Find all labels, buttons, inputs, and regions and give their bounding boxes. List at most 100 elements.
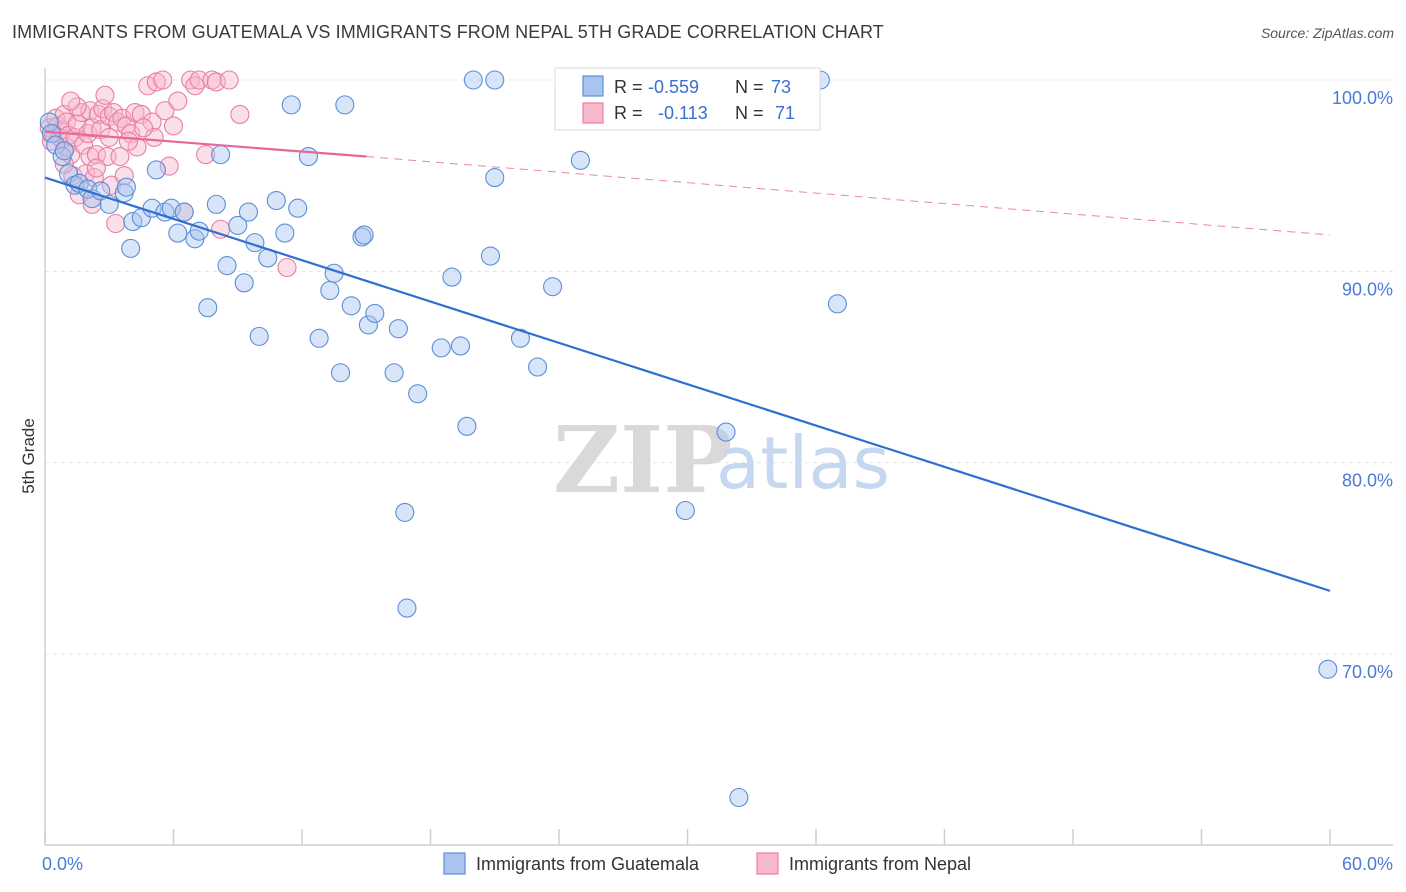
point-nepal-46	[144, 127, 164, 147]
gridlines	[45, 79, 1393, 655]
legend-n-value-guatemala: 73	[771, 77, 791, 97]
point-guatemala-62	[510, 328, 531, 348]
point-nepal-67	[133, 118, 154, 138]
series-legend-swatch-nepal	[756, 852, 779, 875]
series-guatemala	[39, 70, 1338, 808]
point-nepal-50	[159, 156, 179, 176]
point-nepal-36	[110, 146, 130, 167]
legend-swatch-guatemala	[582, 75, 604, 97]
point-guatemala-46	[354, 225, 374, 245]
point-guatemala-12	[116, 177, 136, 197]
point-nepal-65	[54, 154, 74, 174]
point-nepal-47	[146, 72, 166, 92]
point-guatemala-20	[168, 223, 188, 243]
legend-swatch-nepal	[582, 102, 604, 124]
point-nepal-14	[67, 114, 87, 134]
point-guatemala-49	[384, 363, 404, 383]
point-guatemala-53	[408, 384, 428, 404]
point-guatemala-50	[388, 319, 408, 339]
point-nepal-61	[219, 70, 239, 90]
y-tick-label-100: 100.0%	[1332, 88, 1393, 108]
point-guatemala-44	[341, 296, 361, 316]
point-guatemala-39	[309, 328, 329, 348]
point-nepal-68	[82, 194, 102, 214]
point-guatemala-60	[485, 168, 505, 188]
legend-n-label-guatemala: N =	[735, 77, 764, 97]
point-guatemala-58	[463, 70, 483, 90]
point-nepal-52	[168, 91, 188, 111]
legend-r-label-guatemala: R =	[614, 77, 643, 97]
point-guatemala-70	[827, 294, 847, 314]
point-guatemala-54	[431, 338, 451, 358]
point-nepal-21	[80, 146, 100, 167]
point-nepal-49	[155, 101, 175, 121]
point-guatemala-17	[146, 160, 166, 180]
point-guatemala-40	[320, 280, 340, 301]
point-guatemala-30	[238, 202, 259, 222]
point-nepal-63	[277, 257, 297, 278]
watermark-atlas: atlas	[716, 421, 890, 505]
point-guatemala-32	[249, 326, 269, 346]
point-guatemala-35	[275, 223, 295, 243]
point-guatemala-29	[234, 273, 254, 293]
point-guatemala-59	[480, 246, 501, 266]
point-guatemala-21	[174, 202, 194, 222]
point-guatemala-61	[485, 70, 505, 90]
series-nepal	[39, 70, 297, 278]
point-guatemala-34	[266, 190, 286, 211]
series-legend-label-guatemala: Immigrants from Guatemala	[476, 854, 700, 874]
point-nepal-28	[95, 85, 115, 105]
point-guatemala-56	[450, 336, 471, 356]
point-guatemala-24	[198, 298, 218, 318]
trend-lines	[44, 130, 1331, 592]
point-nepal-48	[153, 70, 173, 90]
point-guatemala-48	[365, 303, 385, 323]
legend-r-value-nepal: -0.113	[658, 103, 708, 123]
point-guatemala-4	[59, 164, 79, 184]
legend-r-label-nepal: R =	[614, 103, 643, 123]
point-guatemala-52	[397, 598, 417, 618]
source-label: Source: ZipAtlas.com	[1260, 25, 1394, 41]
point-guatemala-38	[298, 146, 318, 167]
point-guatemala-42	[330, 363, 351, 383]
chart-title: IMMIGRANTS FROM GUATEMALA VS IMMIGRANTS …	[12, 22, 884, 42]
point-guatemala-67	[716, 422, 736, 442]
point-nepal-70	[118, 131, 139, 151]
point-guatemala-68	[729, 787, 749, 808]
legend-r-value-guatemala: -0.559	[648, 77, 699, 97]
x-tick-label-max: 60.0%	[1342, 854, 1393, 874]
legend-n-label-nepal: N =	[735, 103, 764, 123]
point-guatemala-72	[54, 141, 74, 161]
legend-n-value-nepal: 71	[775, 103, 795, 123]
point-guatemala-55	[442, 267, 462, 287]
trend-line-nepal-extension	[366, 156, 1331, 236]
x-axis-ticks	[44, 829, 1331, 845]
point-guatemala-9	[91, 181, 111, 201]
point-nepal-62	[230, 104, 250, 124]
point-guatemala-64	[543, 277, 563, 297]
point-nepal-41	[125, 102, 145, 123]
point-guatemala-27	[217, 256, 237, 276]
point-guatemala-57	[457, 416, 477, 436]
point-guatemala-15	[121, 238, 141, 258]
point-nepal-17	[74, 135, 94, 155]
point-guatemala-71	[1318, 659, 1338, 679]
point-guatemala-25	[206, 194, 226, 214]
point-guatemala-47	[358, 315, 378, 335]
trend-line-guatemala	[44, 176, 1331, 592]
stats-legend: R = -0.559 N = 73 R = -0.113 N = 71	[554, 67, 821, 131]
point-guatemala-63	[528, 357, 548, 377]
point-nepal-57	[196, 145, 216, 165]
point-nepal-51	[163, 116, 184, 136]
point-guatemala-66	[675, 500, 695, 521]
point-guatemala-65	[570, 150, 590, 170]
y-axis-label: 5th Grade	[19, 418, 38, 494]
watermark-zip: ZIP	[553, 406, 732, 514]
y-tick-labels: 70.0% 80.0% 90.0% 100.0%	[1332, 88, 1393, 682]
point-guatemala-26	[211, 145, 231, 165]
series-legend: Immigrants from Guatemala Immigrants fro…	[443, 852, 971, 875]
point-nepal-66	[86, 158, 106, 178]
y-tick-label-90: 90.0%	[1342, 279, 1393, 299]
trend-line-nepal	[44, 130, 367, 158]
